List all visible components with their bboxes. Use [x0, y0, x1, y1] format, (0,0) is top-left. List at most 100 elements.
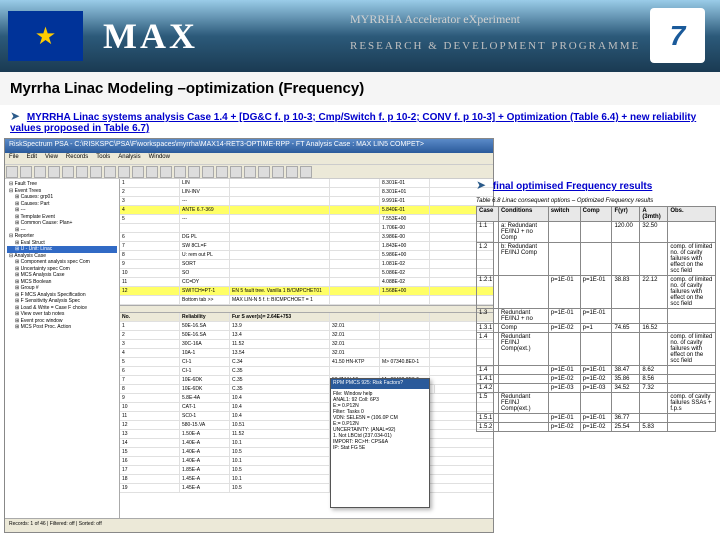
tree-panel[interactable]: ⊟ Fault Tree⊟ Event Trees⊞ Causes: grp01… — [5, 179, 120, 518]
grid-cell: 30C-16A — [180, 340, 230, 348]
toolbar-icon[interactable] — [20, 166, 32, 178]
results-cell: Comp — [498, 324, 548, 333]
results-cell — [498, 375, 548, 384]
results-cell: a: Redundant FE/INJ + no Comp — [498, 222, 548, 243]
toolbar-icon[interactable] — [160, 166, 172, 178]
results-cell: p=1E-02 — [548, 423, 580, 432]
grid-cell: 15 — [120, 448, 180, 456]
menu-tools[interactable]: Tools — [96, 154, 110, 163]
grid-cell: 1.568E+00 — [380, 287, 430, 295]
results-cell: p=1E-01 — [580, 276, 612, 309]
results-cell: 16.52 — [640, 324, 668, 333]
menu-analysis[interactable]: Analysis — [118, 154, 140, 163]
results-cell: 35.86 — [612, 375, 640, 384]
results-table: CaseConditionsswitchCompF(yr)A (3mth)Obs… — [476, 206, 716, 432]
app-menubar[interactable]: File Edit View Records Tools Analysis Window — [5, 153, 493, 165]
toolbar-icon[interactable] — [76, 166, 88, 178]
arrow-icon: ➤ — [10, 109, 20, 123]
grid-panel[interactable]: 1LIN8.301E-012LIN-INV8.301E+013---9.991E… — [120, 179, 493, 518]
max-text: MAX — [103, 16, 198, 56]
grid-cell: --- — [180, 197, 230, 205]
toolbar-icon[interactable] — [132, 166, 144, 178]
results-cell — [668, 414, 716, 423]
bullet-link-1[interactable]: MYRRHA Linac systems analysis Case 1.4 +… — [10, 112, 696, 134]
header-subtitle-1: MYRRHA Accelerator eXperiment — [350, 12, 520, 27]
tree-item[interactable]: ⊞ MCS Post Proc. Action — [7, 324, 117, 331]
grid-cell: CAT-1 — [180, 403, 230, 411]
results-cell: p=1E-01 — [548, 366, 580, 375]
grid-cell: 13.9 — [230, 322, 330, 330]
results-cell: 1.4 — [477, 333, 499, 366]
grid-cell — [230, 278, 330, 286]
toolbar-icon[interactable] — [104, 166, 116, 178]
grid-cell: 5 — [120, 215, 180, 223]
toolbar-icon[interactable] — [244, 166, 256, 178]
menu-file[interactable]: File — [9, 154, 19, 163]
results-cell: p=1E-03 — [580, 384, 612, 393]
grid-cell: 580-15.VA — [180, 421, 230, 429]
toolbar-icon[interactable] — [48, 166, 60, 178]
menu-edit[interactable]: Edit — [27, 154, 37, 163]
grid-cell: 41.50 HN-KTP — [330, 358, 380, 366]
results-cell — [498, 414, 548, 423]
menu-view[interactable]: View — [45, 154, 58, 163]
grid-cell: C.35 — [230, 385, 330, 393]
grid-cell — [380, 322, 430, 330]
grid-cell: 50E-16.SA — [180, 322, 230, 330]
grid-cell: 10.4 — [230, 403, 330, 411]
menu-window[interactable]: Window — [149, 154, 170, 163]
toolbar-icon[interactable] — [272, 166, 284, 178]
grid-cell: 2 — [120, 188, 180, 196]
toolbar-icon[interactable] — [202, 166, 214, 178]
eu-flag: ★ — [8, 11, 83, 61]
grid-cell — [230, 242, 330, 250]
results-cell — [498, 423, 548, 432]
grid-cell: 4 — [120, 349, 180, 357]
toolbar-icon[interactable] — [118, 166, 130, 178]
results-cell: comp. of limited no. of cavity failures … — [668, 243, 716, 276]
toolbar-icon[interactable] — [216, 166, 228, 178]
grid-cell: 11.52 — [230, 340, 330, 348]
grid-cell: U: rem out PL — [180, 251, 230, 259]
results-cell — [640, 243, 668, 276]
toolbar-icon[interactable] — [188, 166, 200, 178]
toolbar-icon[interactable] — [230, 166, 242, 178]
toolbar-icon[interactable] — [286, 166, 298, 178]
grid-cell: 10E-6DK — [180, 385, 230, 393]
grid-cell — [330, 215, 380, 223]
toolbar-icon[interactable] — [34, 166, 46, 178]
results-cell — [612, 333, 640, 366]
grid-cell — [330, 206, 380, 214]
toolbar-icon[interactable] — [6, 166, 18, 178]
grid-cell — [330, 251, 380, 259]
app-toolbar[interactable] — [5, 165, 493, 179]
grid-cell: 17 — [120, 466, 180, 474]
grid-cell: 10.4 — [230, 394, 330, 402]
toolbar-icon[interactable] — [146, 166, 158, 178]
grid-cell: 10.4 — [230, 412, 330, 420]
toolbar-icon[interactable] — [300, 166, 312, 178]
grid-cell — [330, 367, 380, 375]
toolbar-icon[interactable] — [62, 166, 74, 178]
results-cell: 32.50 — [640, 222, 668, 243]
grid-cell: LIN — [180, 179, 230, 187]
results-link[interactable]: final optimised Frequency results — [493, 181, 652, 192]
grid-cell — [230, 269, 330, 277]
menu-records[interactable]: Records — [66, 154, 88, 163]
results-cell — [668, 375, 716, 384]
results-cell — [548, 222, 580, 243]
grid-cell: 10.51 — [230, 421, 330, 429]
results-header: F(yr) — [612, 207, 640, 222]
grid-cell: 3 — [120, 340, 180, 348]
popup-dialog[interactable]: RPM PMCS 925: Risk Factors? File: Window… — [330, 378, 430, 508]
grid-cell — [380, 296, 430, 304]
grid-cell — [380, 367, 430, 375]
toolbar-icon[interactable] — [258, 166, 270, 178]
toolbar-icon[interactable] — [90, 166, 102, 178]
results-cell: 36.77 — [612, 414, 640, 423]
results-cell: 1.2.1 — [477, 276, 499, 309]
results-table-title: Table 6.8 Linac consequent options – Opt… — [476, 198, 716, 204]
grid-cell: 1.85E-A — [180, 466, 230, 474]
toolbar-icon[interactable] — [174, 166, 186, 178]
results-cell: 1.1 — [477, 222, 499, 243]
